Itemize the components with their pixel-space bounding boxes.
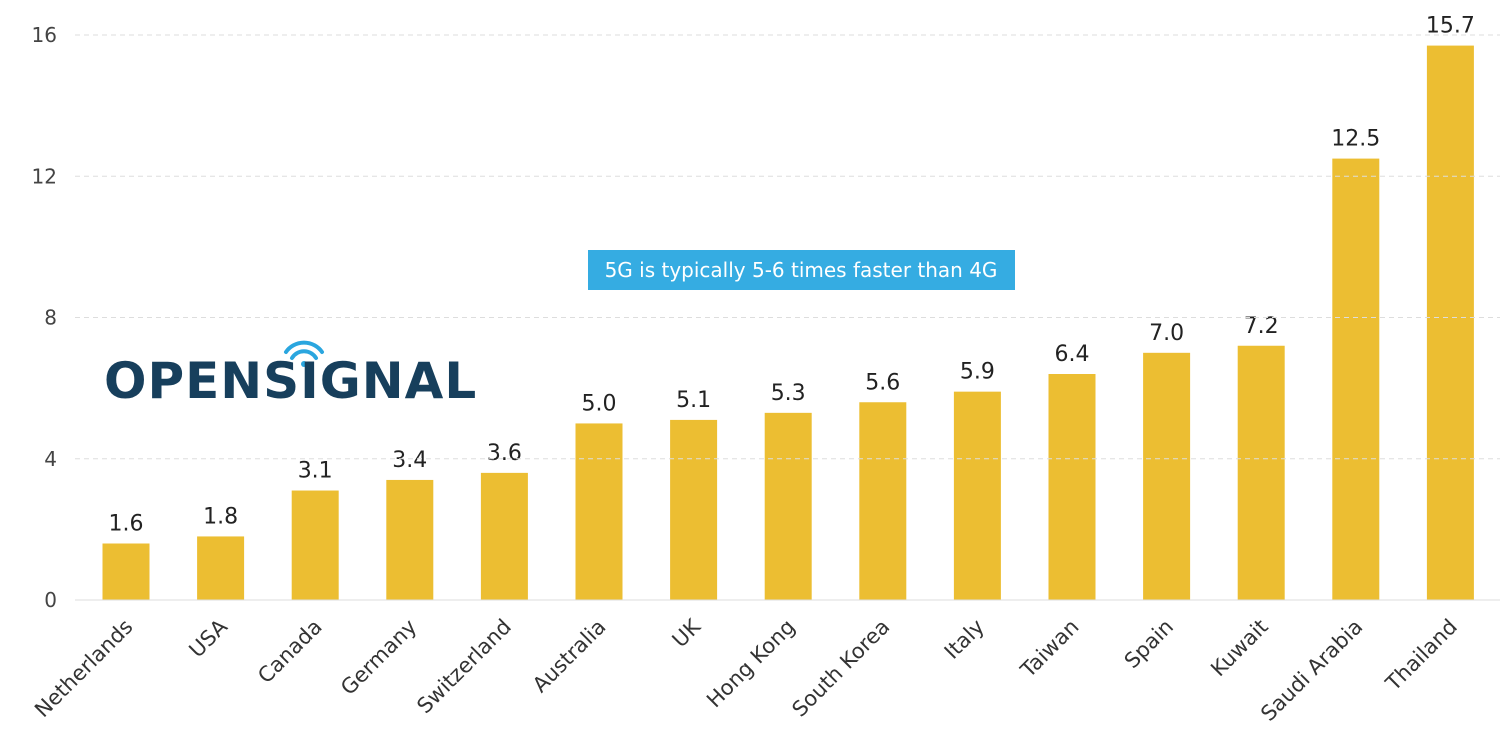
- x-tick-label: Canada: [253, 615, 326, 688]
- logo-wifi-icon: [284, 340, 324, 367]
- x-tick-label: Italy: [940, 615, 989, 664]
- bar: [480, 472, 528, 600]
- value-label: 5.1: [676, 388, 711, 413]
- bar: [670, 419, 718, 600]
- x-tick-label: Saudi Arabia: [1256, 615, 1367, 726]
- x-tick-label: UK: [668, 614, 706, 652]
- value-label: 5.3: [771, 381, 806, 406]
- logo: OPENSIGNAL: [104, 352, 477, 410]
- value-label: 15.7: [1426, 14, 1475, 39]
- value-label: 5.9: [960, 360, 995, 385]
- annotation: 5G is typically 5-6 times faster than 4G: [605, 258, 998, 282]
- y-tick-label: 4: [44, 447, 57, 471]
- value-label: 5.0: [582, 391, 617, 416]
- value-label: 3.6: [487, 441, 522, 466]
- bar: [1048, 374, 1096, 600]
- x-tick-label: USA: [184, 614, 232, 662]
- annotation-box: [588, 250, 1015, 290]
- bar: [575, 423, 623, 600]
- value-label: 1.8: [203, 504, 238, 529]
- x-tick-label: Hong Kong: [702, 615, 800, 713]
- bar: [859, 402, 907, 600]
- value-label: 1.6: [109, 512, 144, 537]
- x-tick-label: Kuwait: [1206, 615, 1273, 682]
- value-label: 3.1: [298, 459, 333, 484]
- bar: [1426, 45, 1474, 600]
- bar: [291, 490, 339, 600]
- y-tick-label: 16: [32, 23, 57, 47]
- y-tick-label: 8: [44, 306, 57, 330]
- x-tick-label: Netherlands: [30, 615, 137, 722]
- x-tick-label: Taiwan: [1015, 615, 1083, 683]
- bar: [953, 391, 1001, 600]
- value-label: 3.4: [392, 448, 427, 473]
- bar: [1237, 345, 1285, 600]
- y-tick-label: 0: [44, 588, 57, 612]
- bar: [197, 536, 245, 600]
- x-tick-label: South Korea: [787, 615, 894, 722]
- x-tick-label: Germany: [336, 615, 421, 700]
- value-label: 6.4: [1055, 342, 1090, 367]
- y-tick-label: 12: [32, 164, 57, 188]
- value-label: 5.6: [865, 370, 900, 395]
- bar: [764, 412, 812, 600]
- bar: [102, 543, 150, 600]
- bar: [386, 479, 434, 600]
- x-tick-label: Switzerland: [412, 615, 516, 719]
- x-tick-label: Spain: [1120, 615, 1178, 673]
- value-label: 7.0: [1149, 321, 1184, 346]
- bar: [1332, 158, 1380, 600]
- x-tick-label: Thailand: [1380, 615, 1461, 696]
- value-label: 12.5: [1331, 127, 1380, 152]
- x-tick-label: Australia: [528, 615, 611, 698]
- bar: [1143, 352, 1191, 600]
